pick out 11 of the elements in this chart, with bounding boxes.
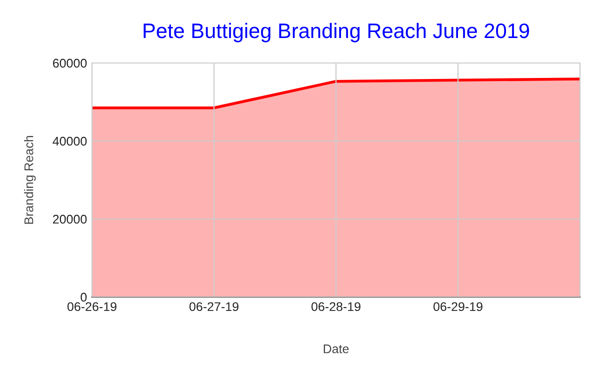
y-tick-label: 40000 (52, 136, 87, 146)
y-tick-label: 20000 (53, 214, 87, 224)
x-axis-title: Date (324, 344, 349, 354)
x-tick-label: 06-28-19 (311, 302, 360, 312)
y-tick-label: 0 (80, 292, 87, 302)
y-tick-label: 60000 (53, 58, 87, 68)
y-axis-title: Branding Reach (24, 136, 36, 224)
x-tick-label: 06-29-19 (433, 302, 482, 312)
chart-title: Pete Buttigieg Branding Reach June 2019 (144, 22, 530, 42)
x-tick-label: 06-26-19 (67, 302, 116, 312)
x-tick-label: 06-27-19 (189, 302, 238, 312)
